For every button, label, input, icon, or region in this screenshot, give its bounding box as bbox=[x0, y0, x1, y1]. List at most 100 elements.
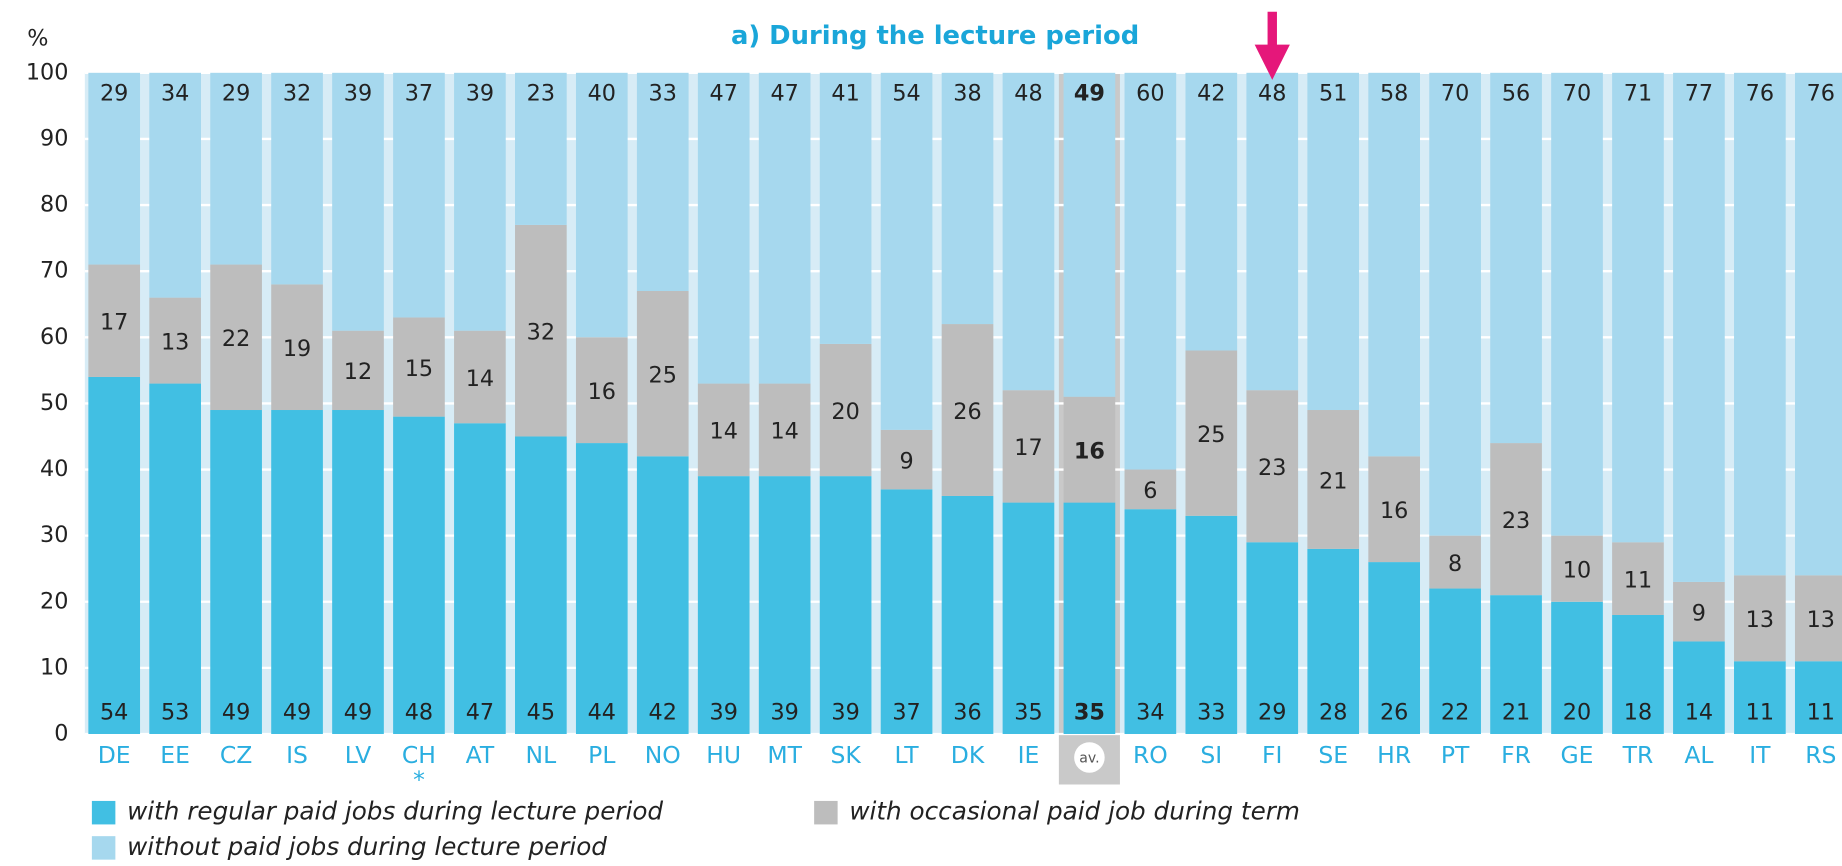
data-label: 26 bbox=[1380, 699, 1408, 725]
bar-segment bbox=[758, 476, 811, 734]
bar-segment bbox=[1002, 390, 1055, 503]
bar-segment bbox=[332, 410, 384, 734]
bar-segment bbox=[1490, 595, 1542, 734]
bar-segment bbox=[880, 72, 933, 430]
bar-segment bbox=[515, 436, 567, 734]
legend-swatch bbox=[814, 800, 838, 825]
bar-segment bbox=[1185, 350, 1238, 516]
legend-label: with occasional paid job during term bbox=[849, 797, 1300, 826]
bar-segment bbox=[149, 72, 201, 298]
data-label: 16 bbox=[1380, 498, 1408, 524]
bar-segment bbox=[210, 72, 262, 265]
bar-segment bbox=[454, 330, 506, 424]
y-tick-label: 20 bbox=[40, 588, 68, 614]
data-label: 25 bbox=[649, 362, 677, 388]
data-label: 29 bbox=[222, 80, 250, 106]
x-tick-label: DE bbox=[98, 741, 131, 769]
data-label: 47 bbox=[770, 80, 798, 106]
data-label: 42 bbox=[1197, 80, 1225, 106]
x-tick-label: NL bbox=[526, 741, 557, 769]
bar-segment bbox=[393, 317, 445, 417]
bar-segment bbox=[758, 72, 811, 384]
bar-segment bbox=[819, 72, 872, 344]
bar-segment bbox=[88, 376, 141, 734]
bar-segment bbox=[575, 337, 628, 444]
data-label: 47 bbox=[710, 80, 738, 106]
bar-segment bbox=[1734, 575, 1786, 662]
data-label: 39 bbox=[466, 80, 494, 106]
x-tick-label: SI bbox=[1200, 741, 1222, 769]
bar-segment bbox=[636, 291, 689, 457]
x-tick-label: MT bbox=[767, 741, 802, 769]
data-label: 18 bbox=[1624, 699, 1652, 725]
legend-label: with regular paid jobs during lecture pe… bbox=[127, 797, 663, 826]
x-tick-label: RO bbox=[1133, 741, 1168, 769]
x-tick-label: DK bbox=[951, 741, 985, 769]
x-tick-label: RS bbox=[1805, 741, 1836, 769]
bar-segment bbox=[1612, 72, 1664, 543]
data-label: 49 bbox=[1074, 80, 1105, 106]
data-label: 37 bbox=[405, 80, 433, 106]
bar-segment bbox=[1246, 390, 1299, 543]
bar-segment bbox=[1063, 72, 1116, 397]
bar-segment bbox=[271, 284, 323, 411]
bar-segment bbox=[1429, 72, 1481, 536]
bar-segment bbox=[697, 383, 750, 477]
bar-segment bbox=[393, 72, 445, 318]
legend-label: without paid jobs during lecture period bbox=[127, 832, 607, 861]
bar-segment bbox=[1246, 542, 1299, 734]
x-tick-label: av. bbox=[1079, 751, 1099, 767]
y-axis-label: % bbox=[27, 25, 48, 51]
data-label: 11 bbox=[1746, 699, 1774, 725]
bar-segment bbox=[941, 72, 994, 325]
data-label: 49 bbox=[222, 699, 250, 725]
data-label: 54 bbox=[892, 80, 920, 106]
bar-segment bbox=[1794, 661, 1842, 734]
data-label: 37 bbox=[892, 699, 920, 725]
data-label: 19 bbox=[283, 336, 311, 362]
data-label: 39 bbox=[770, 699, 798, 725]
bar-segment bbox=[1612, 542, 1664, 615]
data-label: 54 bbox=[100, 699, 128, 725]
bar-segment bbox=[1551, 601, 1603, 734]
data-label: 10 bbox=[1563, 558, 1591, 584]
data-label: 53 bbox=[161, 699, 189, 725]
bar-segment bbox=[1002, 72, 1055, 391]
bar-segment bbox=[1124, 469, 1177, 510]
bar-segment bbox=[1124, 72, 1177, 470]
x-tick-label: IT bbox=[1749, 741, 1771, 769]
data-label: 60 bbox=[1136, 80, 1164, 106]
x-tick-label: PL bbox=[588, 741, 615, 769]
data-label: 39 bbox=[344, 80, 372, 106]
data-label: 26 bbox=[953, 399, 981, 425]
x-tick-label: SE bbox=[1318, 741, 1348, 769]
data-label: 41 bbox=[831, 80, 859, 106]
bar-segment bbox=[271, 72, 323, 285]
data-label: 16 bbox=[1074, 439, 1105, 465]
data-label: 8 bbox=[1448, 551, 1462, 577]
data-label: 14 bbox=[710, 419, 738, 445]
data-label: 49 bbox=[283, 699, 311, 725]
bar-segment bbox=[575, 72, 628, 338]
bar-segment bbox=[941, 324, 994, 496]
y-tick-label: 90 bbox=[40, 125, 68, 151]
bar-segment bbox=[636, 72, 689, 292]
data-label: 14 bbox=[1685, 699, 1713, 725]
bar-segment bbox=[1307, 410, 1360, 549]
bar-segment bbox=[575, 443, 628, 734]
bar-segment bbox=[1612, 614, 1664, 734]
category-badge bbox=[1074, 742, 1105, 773]
bar-segment bbox=[210, 410, 262, 734]
data-label: 13 bbox=[1746, 607, 1774, 633]
y-tick-label: 30 bbox=[40, 522, 68, 548]
bar-segment bbox=[1429, 535, 1481, 589]
data-label: 28 bbox=[1319, 699, 1347, 725]
bar-segment bbox=[1734, 661, 1786, 734]
data-label: 44 bbox=[588, 699, 616, 725]
y-tick-label: 40 bbox=[40, 456, 68, 482]
x-tick-label: HR bbox=[1377, 741, 1411, 769]
data-label: 77 bbox=[1685, 80, 1713, 106]
data-label: 34 bbox=[1136, 699, 1164, 725]
bar-segment bbox=[332, 72, 384, 331]
data-label: 9 bbox=[1692, 601, 1706, 627]
